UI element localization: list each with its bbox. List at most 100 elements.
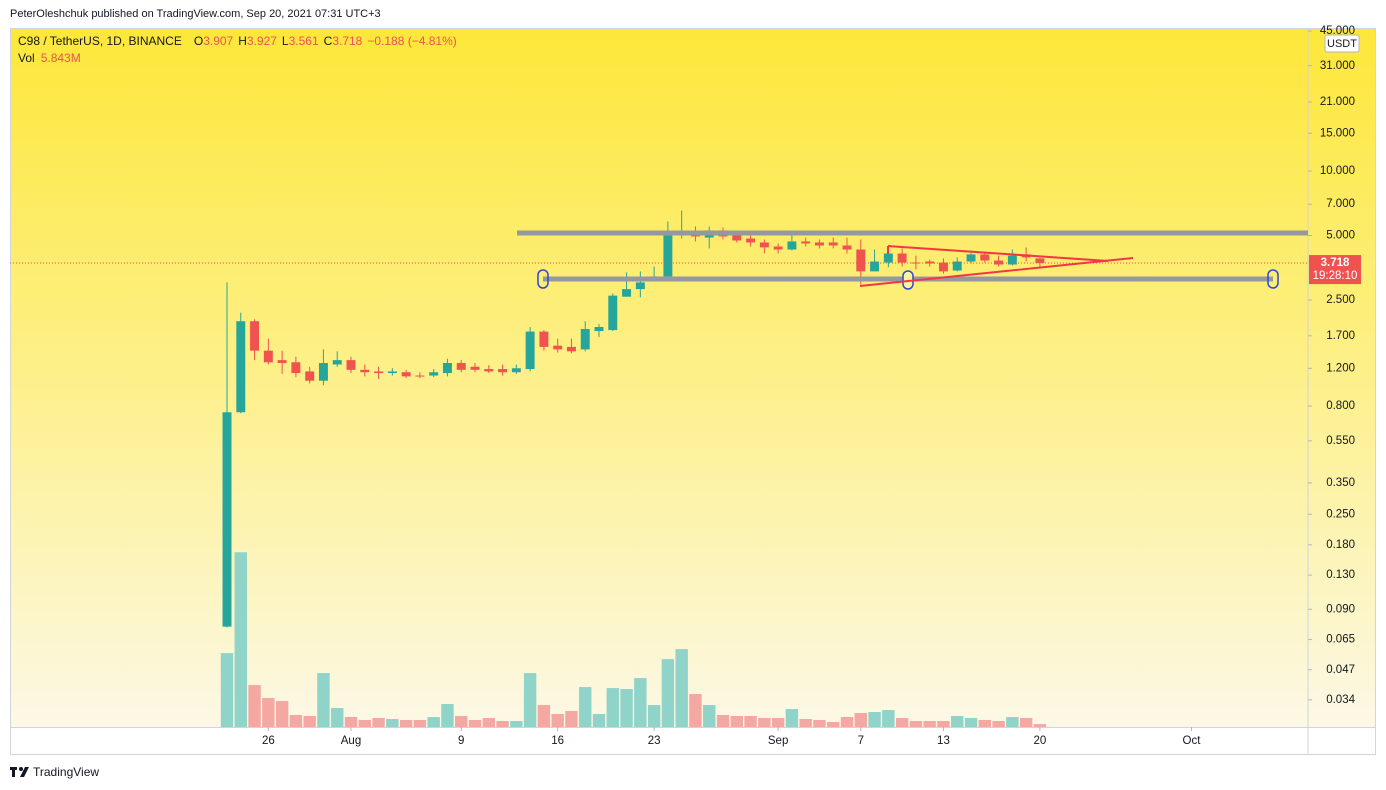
candle-body — [773, 246, 783, 250]
volume-bar — [399, 720, 413, 727]
drawings — [517, 230, 1308, 290]
x-tick-label: 13 — [937, 735, 950, 747]
volume-bar — [344, 717, 358, 727]
volume-bar — [854, 713, 867, 727]
candle-body — [277, 360, 287, 364]
candle-body — [787, 241, 797, 250]
y-tick-label: 31.000 — [1320, 60, 1355, 72]
x-tick-label: 16 — [551, 735, 564, 747]
change: −0.188 (−4.81%) — [367, 34, 456, 48]
candle-body — [746, 238, 756, 243]
candle-body — [856, 249, 866, 272]
line-handle — [1267, 269, 1279, 289]
volume-bar — [317, 673, 330, 727]
volume-bar — [785, 709, 799, 727]
currency: USDT — [1327, 38, 1357, 50]
candle-body — [263, 350, 273, 363]
y-tick-label: 2.500 — [1326, 294, 1355, 306]
volume-bar — [716, 715, 730, 727]
volume-bar — [565, 711, 578, 727]
volume-bar — [234, 552, 247, 727]
candle-body — [580, 329, 590, 350]
x-tick-label: 23 — [648, 735, 661, 747]
candle-body — [980, 254, 990, 261]
volume-bar — [730, 716, 743, 727]
close-value: 3.718 — [332, 34, 362, 48]
volume-bar — [634, 678, 647, 727]
candle-body — [387, 371, 397, 374]
ohlc-letter: O — [194, 34, 203, 48]
candle-body — [401, 372, 411, 377]
candle-body — [911, 262, 921, 264]
x-tick-label: 7 — [858, 735, 864, 747]
y-tick-label: 1.700 — [1326, 330, 1355, 342]
candle-body — [236, 321, 246, 413]
volume-bar — [813, 720, 826, 727]
volume-bar — [413, 720, 427, 727]
candle-body — [952, 261, 962, 271]
volume-bar — [606, 688, 619, 727]
ohlc-letter: L — [282, 34, 289, 48]
chart-background — [10, 28, 1376, 727]
candle-body — [966, 254, 976, 262]
volume-bar — [964, 718, 978, 727]
candle-body — [429, 372, 439, 376]
candle-body — [511, 368, 521, 373]
candle-body — [732, 235, 742, 241]
volume-bar — [482, 718, 495, 727]
volume-bar — [909, 721, 923, 727]
candle-body — [553, 345, 563, 350]
candle-body — [594, 327, 604, 332]
triangle-upper — [887, 245, 1109, 262]
x-tick-label: 20 — [1034, 735, 1047, 747]
volume-bar — [978, 720, 991, 727]
frame — [10, 28, 1376, 755]
y-tick-label: 0.800 — [1326, 400, 1355, 412]
candle-body — [842, 245, 852, 250]
candle-body — [318, 363, 328, 381]
volume-bar — [537, 705, 551, 727]
price-label: 3.718 — [1321, 257, 1350, 269]
volume-bar — [758, 718, 771, 727]
symbol: C98 / TetherUS, 1D, BINANCE — [18, 34, 182, 48]
volume-bar — [937, 721, 950, 727]
y-tick-label: 21.000 — [1320, 96, 1355, 108]
x-tick-label: Oct — [1183, 735, 1202, 747]
logo-mark — [20, 767, 29, 777]
x-tick-label: 26 — [262, 735, 275, 747]
open-value: 3.907 — [203, 34, 233, 48]
candle-body — [305, 371, 315, 381]
high-value: 3.927 — [247, 34, 277, 48]
volume-bar — [455, 716, 468, 727]
countdown: 19:28:10 — [1313, 270, 1358, 282]
candle-body — [801, 241, 811, 244]
candle-body — [925, 261, 935, 264]
volume-bar — [427, 717, 440, 727]
candle-body — [883, 253, 893, 263]
volume-bar — [647, 705, 661, 727]
volume-bar — [675, 649, 688, 727]
candle-body — [897, 253, 907, 263]
candle-body — [608, 295, 618, 331]
volume-bar — [592, 714, 606, 727]
volume-title: Vol — [18, 51, 35, 65]
volume-bar — [303, 716, 316, 727]
volume-bar — [1006, 717, 1019, 727]
volume-bar — [868, 712, 881, 727]
volume-bar — [441, 704, 454, 727]
low-value: 3.561 — [289, 34, 319, 48]
candle-body — [1035, 258, 1045, 264]
candle-body — [250, 321, 260, 351]
ohlc-letter: C — [324, 34, 333, 48]
candle-body — [938, 262, 948, 272]
candle-body — [374, 371, 384, 374]
logo-mark — [19, 767, 23, 771]
candle-body — [442, 363, 452, 374]
x-tick-label: Sep — [768, 735, 788, 747]
volume-bar — [1033, 724, 1047, 727]
line-handle — [537, 269, 549, 289]
volume-bar — [386, 719, 399, 727]
candle-body — [635, 282, 645, 290]
volume-bar — [992, 721, 1005, 727]
